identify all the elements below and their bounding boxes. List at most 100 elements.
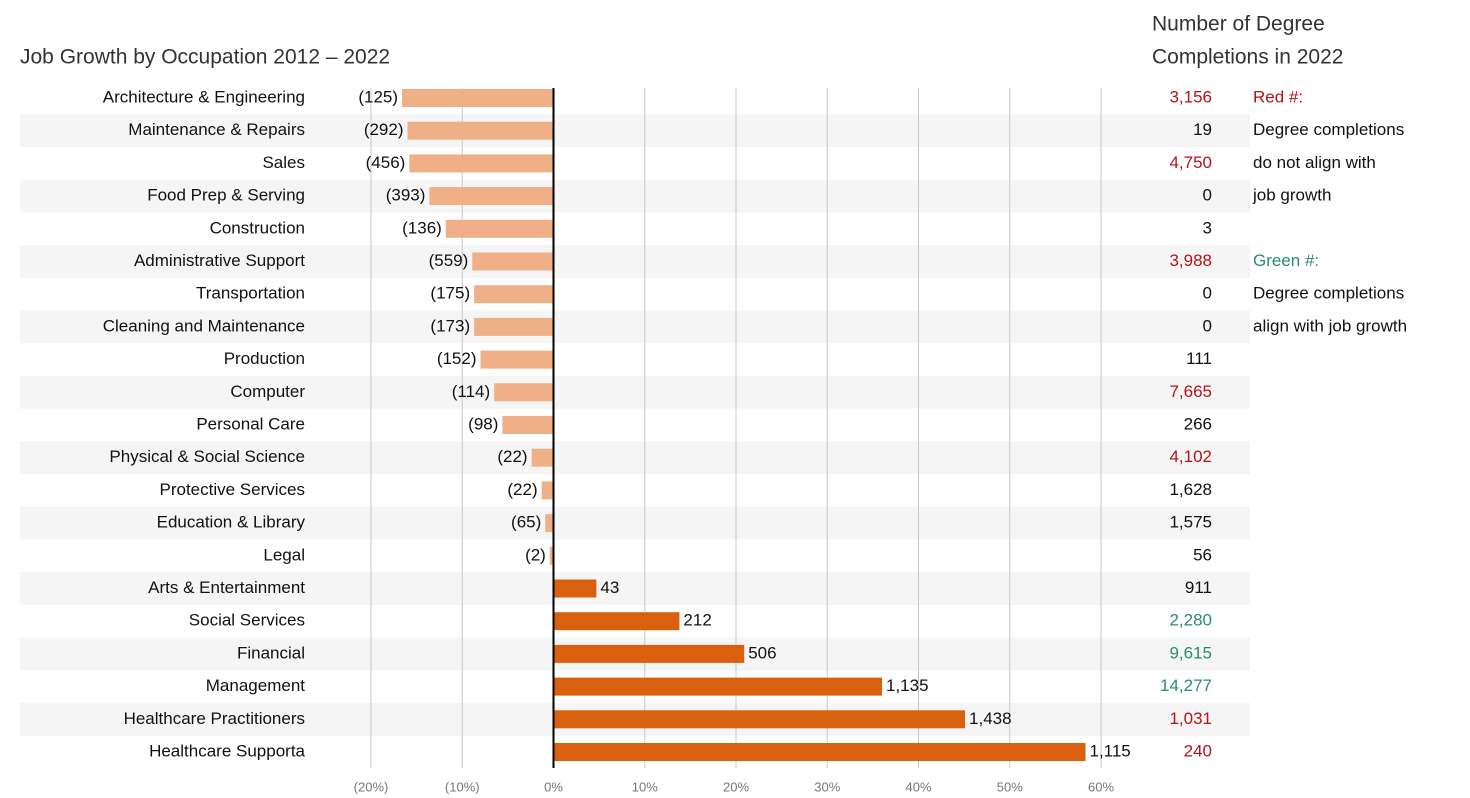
completion-value: 2,280: [1169, 611, 1212, 630]
note-text: job growth: [1252, 186, 1331, 205]
job-growth-label: 1,135: [886, 676, 929, 695]
row-stripe: [20, 114, 1250, 148]
bar: [553, 612, 680, 631]
y-tick-label: Financial: [237, 643, 305, 662]
job-growth-label: 1,115: [1089, 741, 1130, 760]
completion-value: 7,665: [1169, 382, 1212, 401]
job-growth-label: 1,438: [969, 709, 1012, 728]
y-tick-label: Education & Library: [157, 513, 306, 532]
row-stripe: [20, 572, 1250, 605]
x-tick-label: 40%: [905, 779, 931, 794]
row-stripe: [20, 441, 1250, 475]
y-tick-label: Transportation: [196, 284, 305, 303]
completion-value: 0: [1203, 316, 1212, 335]
job-growth-label: (152): [437, 349, 477, 368]
x-tick-label: 0%: [544, 779, 563, 794]
note-text: align with job growth: [1253, 316, 1407, 335]
completion-value: 3,156: [1169, 87, 1212, 106]
note-text: do not align with: [1253, 153, 1376, 172]
bar: [474, 317, 554, 336]
x-tick-label: (10%): [445, 779, 480, 794]
row-stripe: [20, 506, 1250, 540]
y-tick-label: Maintenance & Repairs: [128, 120, 305, 139]
y-tick-label: Legal: [263, 545, 305, 564]
x-tick-label: (20%): [354, 779, 389, 794]
bar: [445, 219, 554, 238]
bar: [480, 350, 554, 369]
job-growth-label: (292): [364, 120, 404, 139]
job-growth-label: (65): [511, 513, 541, 532]
bar: [553, 644, 745, 663]
job-growth-label: (456): [366, 153, 406, 172]
job-growth-label: (559): [429, 251, 469, 270]
row-stripe: [20, 245, 1250, 278]
x-tick-label: 20%: [723, 779, 749, 794]
row-stripe: [20, 310, 1250, 344]
bar: [553, 579, 597, 598]
job-growth-label: (173): [430, 316, 470, 335]
completion-value: 4,102: [1169, 447, 1212, 466]
row-stripe: [20, 375, 1250, 409]
bar: [531, 448, 554, 467]
bar: [429, 187, 554, 206]
completion-value: 1,628: [1169, 480, 1212, 499]
job-growth-label: 212: [683, 611, 711, 630]
x-tick-label: 10%: [632, 779, 658, 794]
note-text: Red #:: [1253, 87, 1303, 106]
chart-title: Job Growth by Occupation 2012 – 2022: [20, 46, 390, 69]
x-tick-label: 60%: [1088, 779, 1114, 794]
job-growth-label: (136): [402, 218, 442, 237]
bar: [494, 383, 554, 402]
note-text: Degree completions: [1253, 120, 1404, 139]
completion-value: 14,277: [1160, 676, 1212, 695]
note-text: Green #:: [1253, 251, 1319, 270]
completion-value: 1,031: [1169, 709, 1212, 728]
bar: [402, 89, 554, 107]
y-tick-label: Food Prep & Serving: [147, 186, 305, 205]
y-tick-label: Arts & Entertainment: [148, 578, 305, 597]
y-tick-label: Physical & Social Science: [109, 447, 305, 466]
job-growth-label: (22): [497, 447, 527, 466]
completion-value: 0: [1203, 284, 1212, 303]
completions-title: Number of Degree: [1152, 13, 1325, 36]
completion-value: 240: [1184, 741, 1212, 760]
completion-value: 9,615: [1169, 643, 1212, 662]
bar: [553, 743, 1086, 761]
y-tick-label: Architecture & Engineering: [103, 87, 305, 106]
job-growth-label: (98): [468, 414, 498, 433]
completion-value: 1,575: [1169, 513, 1212, 532]
y-tick-label: Cleaning and Maintenance: [103, 316, 305, 335]
bar: [502, 416, 554, 434]
y-tick-label: Personal Care: [196, 414, 305, 433]
note-text: Degree completions: [1253, 284, 1404, 303]
completion-value: 56: [1193, 545, 1212, 564]
job-growth-label: 506: [748, 643, 776, 662]
completions-title: Completions in 2022: [1152, 46, 1343, 69]
completion-value: 111: [1186, 349, 1212, 368]
job-growth-label: (114): [452, 382, 490, 401]
y-tick-label: Production: [224, 349, 305, 368]
job-growth-label: (2): [525, 545, 546, 564]
job-growth-label: (22): [507, 480, 537, 499]
job-growth-label: (175): [430, 284, 470, 303]
job-growth-label: (125): [358, 87, 398, 106]
y-tick-label: Social Services: [189, 611, 305, 630]
completion-value: 0: [1203, 186, 1212, 205]
row-stripe: [20, 179, 1250, 213]
y-tick-label: Protective Services: [160, 480, 306, 499]
completion-value: 3,988: [1169, 251, 1212, 270]
completion-value: 911: [1185, 578, 1212, 597]
y-tick-label: Construction: [210, 218, 305, 237]
completion-value: 3: [1203, 218, 1212, 237]
bar: [545, 514, 554, 533]
bar: [553, 677, 882, 696]
bar: [472, 252, 554, 271]
y-tick-label: Healthcare Practitioners: [124, 709, 305, 728]
x-tick-label: 50%: [997, 779, 1023, 794]
job-growth-label: (393): [386, 186, 426, 205]
y-tick-label: Healthcare Supporta: [149, 741, 305, 760]
bar: [409, 154, 554, 173]
bar: [474, 285, 554, 304]
bar: [549, 546, 554, 565]
